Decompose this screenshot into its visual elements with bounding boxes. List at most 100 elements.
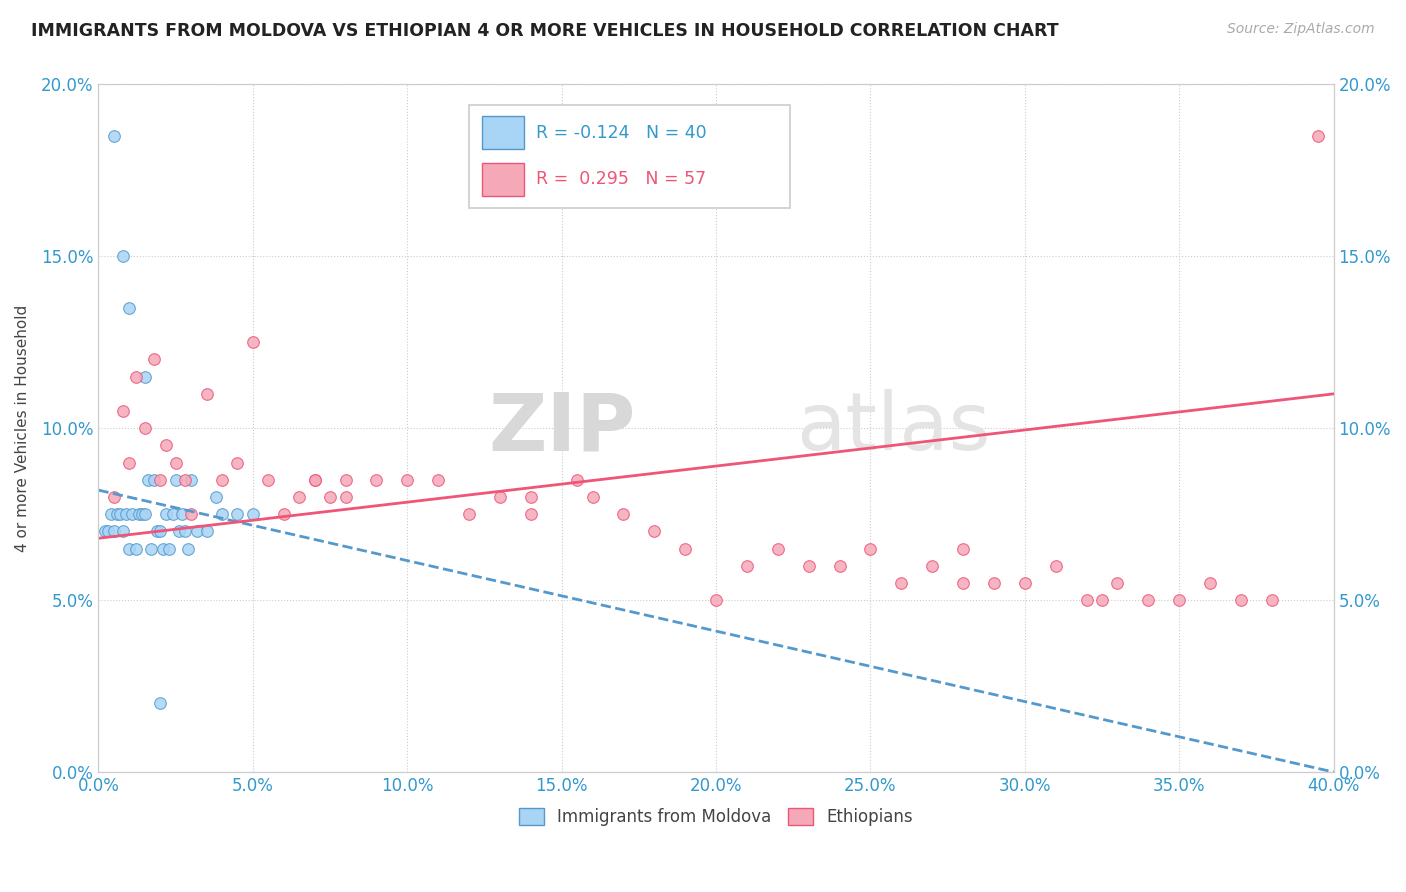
Point xyxy=(983,576,1005,591)
Point xyxy=(170,507,193,521)
Point xyxy=(115,507,138,521)
Point xyxy=(1014,576,1036,591)
Text: ZIP: ZIP xyxy=(488,389,636,467)
Point xyxy=(149,696,172,710)
Point xyxy=(581,490,603,504)
Point xyxy=(139,541,162,556)
Point xyxy=(204,490,226,504)
Point xyxy=(211,507,233,521)
Point xyxy=(1076,593,1098,607)
Point xyxy=(167,524,190,539)
Point xyxy=(520,507,543,521)
Point xyxy=(159,541,181,556)
Point xyxy=(195,524,218,539)
Point xyxy=(242,335,264,350)
Point xyxy=(288,490,311,504)
Point xyxy=(180,473,202,487)
Point xyxy=(890,576,912,591)
Point xyxy=(673,541,696,556)
Point xyxy=(828,558,851,573)
Point xyxy=(124,369,146,384)
Point xyxy=(257,473,280,487)
Point xyxy=(108,507,131,521)
Point xyxy=(1230,593,1253,607)
Point xyxy=(128,507,150,521)
Point xyxy=(273,507,295,521)
Point xyxy=(105,507,128,521)
Point xyxy=(859,541,882,556)
Point xyxy=(165,473,187,487)
Point xyxy=(134,369,156,384)
Point xyxy=(103,490,125,504)
Point xyxy=(1308,128,1330,143)
Point xyxy=(396,473,419,487)
Point xyxy=(149,524,172,539)
Point xyxy=(643,524,665,539)
Point xyxy=(520,490,543,504)
Point xyxy=(180,507,202,521)
Legend: Immigrants from Moldova, Ethiopians: Immigrants from Moldova, Ethiopians xyxy=(512,801,920,832)
Point xyxy=(1261,593,1284,607)
Point xyxy=(112,249,135,263)
Point xyxy=(304,473,326,487)
Point xyxy=(1168,593,1191,607)
Point xyxy=(143,473,166,487)
Point xyxy=(304,473,326,487)
Point xyxy=(766,541,789,556)
Point xyxy=(458,507,481,521)
Point xyxy=(366,473,388,487)
Point xyxy=(427,473,450,487)
Text: Source: ZipAtlas.com: Source: ZipAtlas.com xyxy=(1227,22,1375,37)
Point xyxy=(335,490,357,504)
Point xyxy=(165,456,187,470)
Point xyxy=(1199,576,1222,591)
Point xyxy=(118,301,141,315)
Point xyxy=(952,576,974,591)
Point xyxy=(93,524,115,539)
Point xyxy=(177,541,200,556)
Point xyxy=(118,456,141,470)
Point xyxy=(226,507,249,521)
Point xyxy=(155,438,177,452)
Point xyxy=(143,352,166,367)
Point xyxy=(186,524,208,539)
Point xyxy=(952,541,974,556)
Point xyxy=(112,524,135,539)
Point xyxy=(226,456,249,470)
Text: atlas: atlas xyxy=(796,389,991,467)
Point xyxy=(612,507,634,521)
Point xyxy=(100,507,122,521)
Point xyxy=(319,490,342,504)
Point xyxy=(103,128,125,143)
Point xyxy=(131,507,153,521)
Point xyxy=(136,473,159,487)
Point xyxy=(146,524,169,539)
Point xyxy=(174,524,197,539)
Point xyxy=(1107,576,1129,591)
Point xyxy=(211,473,233,487)
Point xyxy=(565,473,588,487)
Point xyxy=(103,524,125,539)
Point xyxy=(735,558,758,573)
Point xyxy=(242,507,264,521)
Point xyxy=(335,473,357,487)
Point xyxy=(149,473,172,487)
Point xyxy=(155,507,177,521)
Text: IMMIGRANTS FROM MOLDOVA VS ETHIOPIAN 4 OR MORE VEHICLES IN HOUSEHOLD CORRELATION: IMMIGRANTS FROM MOLDOVA VS ETHIOPIAN 4 O… xyxy=(31,22,1059,40)
Point xyxy=(112,404,135,418)
Point xyxy=(134,507,156,521)
Point xyxy=(97,524,120,539)
Point xyxy=(1091,593,1114,607)
Point xyxy=(921,558,943,573)
Y-axis label: 4 or more Vehicles in Household: 4 or more Vehicles in Household xyxy=(15,305,30,552)
Point xyxy=(162,507,184,521)
Point xyxy=(1045,558,1067,573)
Point xyxy=(134,421,156,435)
Point xyxy=(195,387,218,401)
Point xyxy=(152,541,174,556)
Point xyxy=(704,593,727,607)
Point xyxy=(121,507,143,521)
Point xyxy=(1137,593,1160,607)
Point xyxy=(797,558,820,573)
Point xyxy=(489,490,512,504)
